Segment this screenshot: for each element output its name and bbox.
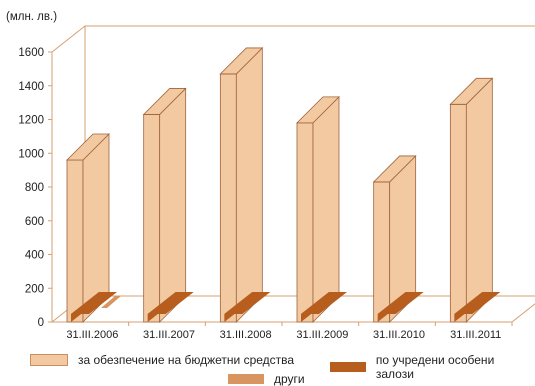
bar-budget-3-side xyxy=(312,95,340,323)
bar-budget-5-side xyxy=(465,77,493,323)
bar-budget-3-front xyxy=(296,122,314,323)
bar-pledge-top-4 xyxy=(377,292,424,314)
bar-budget-5-front xyxy=(449,103,467,323)
y-tick-label: 1000 xyxy=(18,148,44,160)
back-wall-edge xyxy=(85,25,535,27)
legend-item-pledges: по учредени особени залози xyxy=(330,353,535,381)
bar-pledge-top-1 xyxy=(147,292,194,314)
legend-label-budget: за обезпечение на бюджетни средства xyxy=(78,353,295,367)
bar-chart: (млн. лв.) 0 200 400 600 800 1000 1200 1400 1600… xyxy=(6,11,535,341)
bar-budget-0-front xyxy=(66,159,84,323)
bar-pledge-top-0 xyxy=(71,292,117,314)
y-tick-label: 1200 xyxy=(18,115,44,127)
bar-pledge-top-3 xyxy=(301,292,347,314)
x-tick-label: 31.III.2007 xyxy=(143,329,195,341)
bar-budget-1-top xyxy=(142,88,187,115)
x-tick-label: 31.III.2008 xyxy=(220,329,272,341)
x-tick-label: 31.III.2006 xyxy=(66,329,118,341)
bar-budget-5-top xyxy=(449,77,494,105)
legend-label-other: други xyxy=(274,372,305,386)
bar-budget-1-front xyxy=(143,114,161,323)
x-tick-label: 31.III.2011 xyxy=(450,329,501,341)
legend-item-other: други xyxy=(228,372,305,386)
y-tick-label: 1600 xyxy=(18,47,44,59)
y-tick-label: 1400 xyxy=(18,81,44,93)
bar-budget-4-top xyxy=(372,155,417,183)
bar-budget-2-front xyxy=(219,73,237,323)
y-tick-label: 200 xyxy=(25,283,44,295)
legend-item-budget: за обезпечение на бюджетни средства xyxy=(30,353,294,367)
y-axis-ticks: 0 200 400 600 800 1000 1200 1400 1600 xyxy=(18,47,52,329)
bar-budget-1-side xyxy=(159,87,187,323)
bar-budget-3-top xyxy=(296,96,340,124)
x-tick-label: 31.III.2009 xyxy=(296,329,348,341)
bar-budget-0-top xyxy=(66,133,110,161)
legend-swatch-pledges xyxy=(330,362,366,372)
legend-label-pledges: по учредени особени залози xyxy=(375,353,495,381)
legend-swatch-budget xyxy=(30,354,68,366)
x-tick-label: 31.III.2010 xyxy=(373,329,425,341)
x-axis-ticks: 31.III.2006 31.III.2007 31.III.2008 31.III.… xyxy=(66,322,513,341)
y-axis-unit-label: (млн. лв.) xyxy=(6,11,57,23)
bar-pledge-top-5 xyxy=(454,292,501,314)
y-tick-label: 0 xyxy=(38,317,44,329)
y-tick-label: 600 xyxy=(25,216,44,228)
bar-other-0 xyxy=(101,296,121,308)
y-tick-label: 800 xyxy=(25,182,44,194)
y-tick-label: 400 xyxy=(25,250,44,262)
legend-swatch-other xyxy=(228,374,264,384)
bar-budget-4-front xyxy=(373,181,391,323)
chart-bars xyxy=(66,46,501,323)
bar-pledge-top-2 xyxy=(224,292,271,314)
bar-budget-2-side xyxy=(235,46,263,323)
bar-budget-2-top xyxy=(219,47,264,75)
